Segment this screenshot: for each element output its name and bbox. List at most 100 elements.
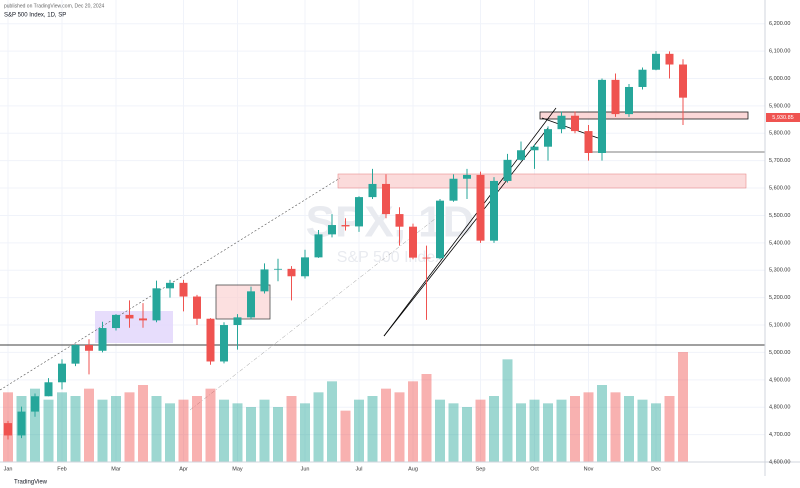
candle-body bbox=[382, 183, 390, 215]
volume-bar bbox=[475, 399, 486, 462]
volume-bar bbox=[205, 388, 216, 462]
y-tick-label: 6,200.00 bbox=[769, 21, 790, 27]
candle-body bbox=[247, 291, 255, 318]
candle-body bbox=[341, 225, 350, 227]
candle-body bbox=[220, 325, 228, 362]
x-tick-label: Sep bbox=[476, 466, 486, 472]
candle-body bbox=[301, 257, 309, 277]
volume-bar bbox=[543, 403, 553, 462]
volume-bar bbox=[489, 396, 499, 462]
volume-bar bbox=[462, 407, 472, 462]
x-tick-label: Mar bbox=[111, 466, 121, 472]
x-tick-label: Aug bbox=[408, 466, 418, 472]
candle-body bbox=[85, 345, 93, 351]
candle-body bbox=[206, 318, 215, 362]
candle-body bbox=[287, 268, 296, 277]
candle-body bbox=[328, 225, 336, 235]
candle-body bbox=[544, 129, 552, 147]
zone bbox=[95, 311, 173, 343]
zone bbox=[539, 111, 749, 120]
volume-bar bbox=[232, 403, 243, 462]
x-tick-label: Oct bbox=[530, 466, 539, 472]
volume-bar bbox=[165, 403, 175, 462]
y-tick-label: 4,700.00 bbox=[769, 432, 790, 438]
volume-bar bbox=[597, 385, 607, 462]
volume-bar bbox=[192, 396, 202, 462]
candle-body bbox=[274, 268, 282, 270]
brand: TradingView bbox=[14, 480, 48, 486]
candle-body bbox=[530, 146, 539, 151]
x-tick-label: Feb bbox=[57, 466, 66, 472]
y-tick-label: 5,500.00 bbox=[769, 213, 790, 219]
candle-body bbox=[638, 69, 647, 87]
volume-bar bbox=[97, 399, 108, 462]
candle-body bbox=[58, 363, 66, 383]
volume-bar bbox=[435, 399, 445, 462]
candle-body bbox=[571, 115, 579, 132]
y-tick-label: 4,600.00 bbox=[769, 459, 790, 465]
volume-bar bbox=[111, 396, 121, 462]
y-tick-label: 5,000.00 bbox=[769, 350, 790, 356]
price-badge bbox=[766, 113, 800, 122]
volume-bar bbox=[421, 374, 432, 462]
volume-bar bbox=[70, 396, 81, 462]
candle-body bbox=[463, 174, 471, 179]
candles bbox=[4, 51, 687, 440]
candle-body bbox=[517, 150, 525, 160]
candle-body bbox=[368, 183, 377, 198]
volume-bar bbox=[502, 359, 513, 462]
x-tick-label: Dec bbox=[651, 466, 661, 472]
volume-bar bbox=[327, 381, 337, 462]
y-tick-label: 6,100.00 bbox=[769, 49, 790, 55]
candle-body bbox=[611, 79, 620, 115]
volume-bar bbox=[259, 399, 270, 462]
volume-bar bbox=[354, 399, 364, 462]
candle-body bbox=[652, 53, 660, 70]
volume-bar bbox=[286, 396, 297, 462]
volume-bar bbox=[138, 385, 148, 462]
volume-bar bbox=[556, 399, 567, 462]
trend-line bbox=[383, 107, 557, 337]
y-tick-label: 5,900.00 bbox=[769, 103, 790, 109]
x-tick-label: Jul bbox=[355, 466, 362, 472]
volume-bar bbox=[300, 403, 310, 462]
volume-bar bbox=[624, 396, 634, 462]
volume-bar bbox=[610, 392, 621, 462]
candle-body bbox=[665, 53, 674, 65]
volume bbox=[3, 352, 688, 462]
y-tick-label: 5,700.00 bbox=[769, 158, 790, 164]
candle-body bbox=[139, 318, 147, 321]
candle-body bbox=[422, 257, 431, 259]
candle-body bbox=[679, 64, 687, 98]
volume-bar bbox=[516, 403, 526, 462]
y-tick-label: 4,900.00 bbox=[769, 377, 790, 383]
volume-bar bbox=[529, 399, 540, 462]
candle-body bbox=[490, 180, 498, 241]
volume-bar bbox=[57, 392, 67, 462]
zone bbox=[337, 173, 747, 189]
volume-bar bbox=[664, 396, 675, 462]
candle-body bbox=[4, 423, 12, 436]
volume-bar bbox=[394, 392, 405, 462]
volume-bar bbox=[448, 403, 459, 462]
volume-bar bbox=[273, 407, 283, 462]
volume-bar bbox=[367, 396, 378, 462]
volume-bar bbox=[124, 392, 135, 462]
candle-body bbox=[449, 178, 458, 201]
candle-body bbox=[44, 382, 53, 397]
candle-body bbox=[112, 314, 120, 329]
candle-body bbox=[584, 131, 593, 153]
x-tick-label: Jun bbox=[301, 466, 310, 472]
y-tick-label: 6,000.00 bbox=[769, 76, 790, 82]
last-price: 5,930.85 bbox=[772, 115, 793, 121]
candle-body bbox=[71, 345, 80, 364]
volume-bar bbox=[219, 399, 229, 462]
volume-bar bbox=[340, 410, 351, 462]
x-tick-label: Jan bbox=[4, 466, 13, 472]
candle-body bbox=[233, 317, 242, 326]
y-tick-label: 5,600.00 bbox=[769, 186, 790, 192]
volume-bar bbox=[637, 399, 648, 462]
volume-bar bbox=[651, 403, 661, 462]
volume-bar bbox=[30, 388, 40, 462]
